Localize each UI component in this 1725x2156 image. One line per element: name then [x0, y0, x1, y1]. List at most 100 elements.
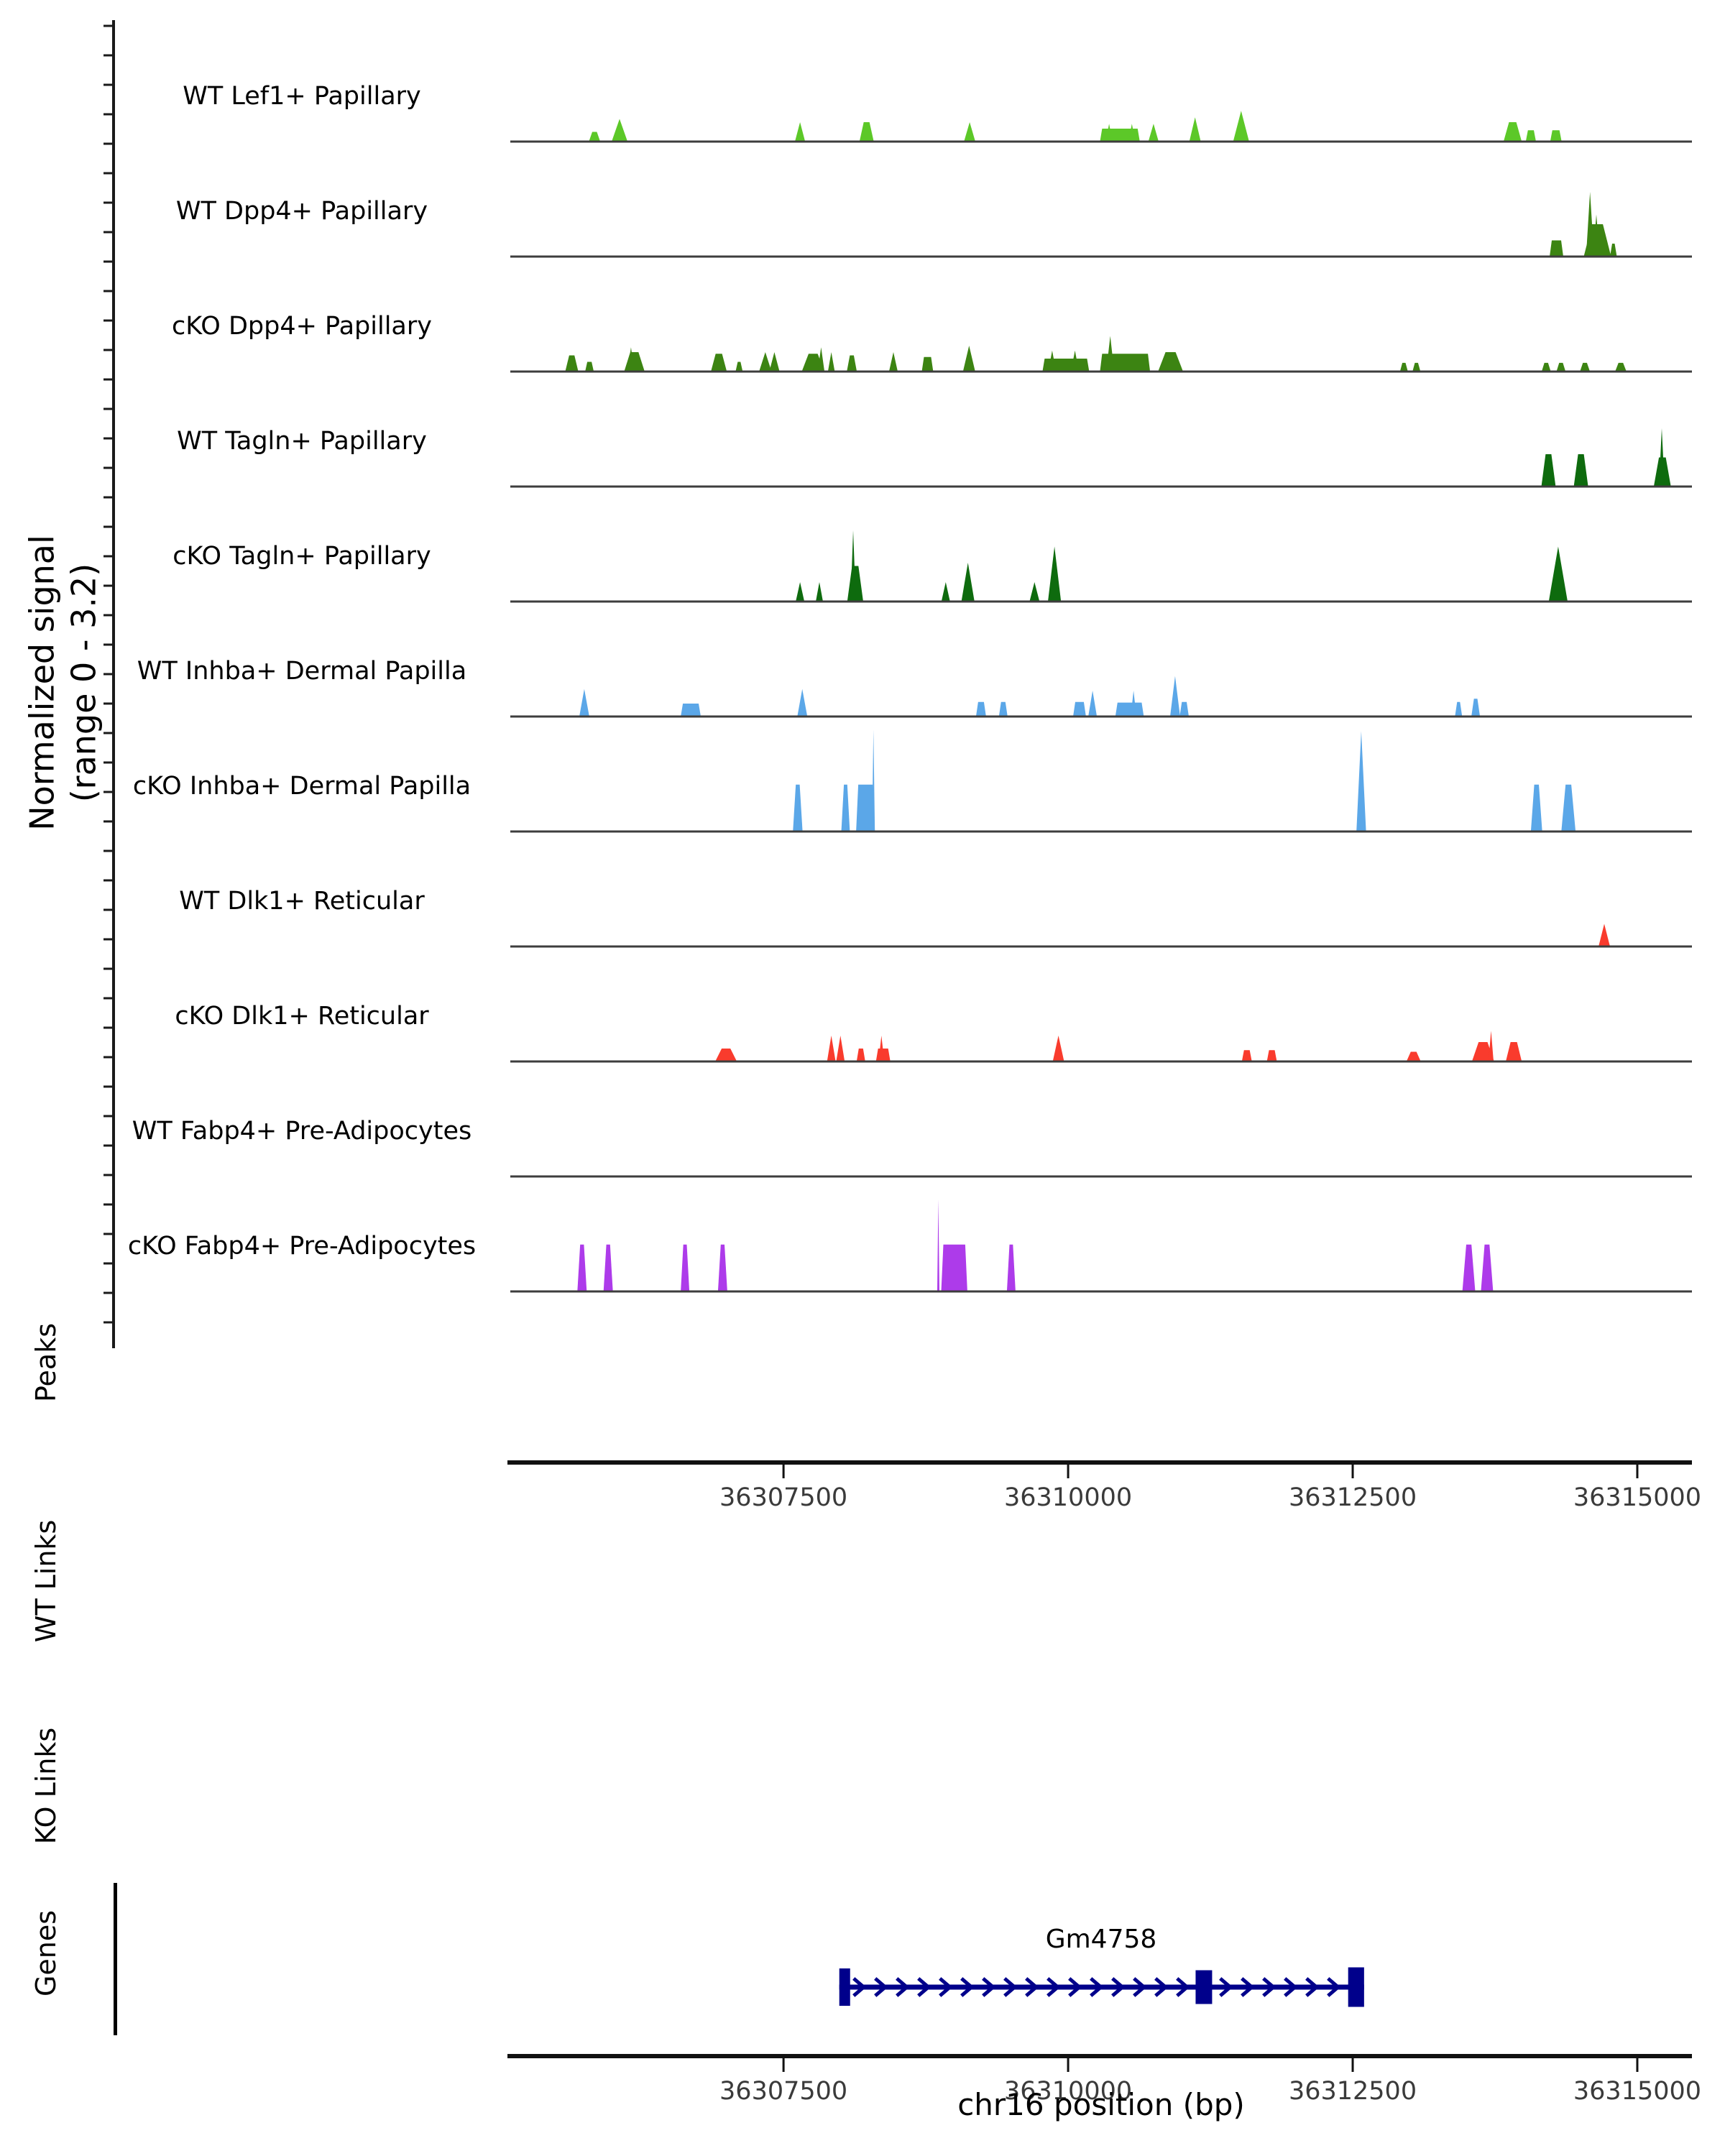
signal-peak [1471, 1042, 1494, 1061]
gene-strand-arrow-icon [1090, 1977, 1104, 1997]
signal-peak [1615, 362, 1627, 372]
x-tick-label: 36312500 [1289, 1483, 1417, 1512]
gene-strand-arrow-icon [1284, 1977, 1298, 1997]
signal-peak [1179, 701, 1189, 717]
signal-peak [1548, 546, 1568, 602]
signal-peak [1610, 244, 1617, 257]
signal-peak [1048, 546, 1062, 602]
signal-peak [827, 1036, 836, 1061]
signal-peak [1088, 691, 1098, 717]
x-axis-title: chr16 position (bp) [957, 2087, 1245, 2122]
signal-peak [681, 1244, 690, 1291]
signal-peak [850, 530, 856, 602]
signal-peak [1406, 1051, 1421, 1061]
gene-strand-arrow-icon [1025, 1977, 1039, 1997]
signal-peak [1105, 124, 1113, 142]
signal-track: WT Inhba+ Dermal Papilla [137, 657, 1692, 718]
signal-peak [872, 729, 875, 831]
gene-strand-arrow-icon [896, 1977, 910, 1997]
signal-track: cKO Tagln+ Papillary [172, 530, 1692, 603]
section-label-ko-links: KO Links [30, 1727, 62, 1845]
signal-peak [1052, 1036, 1064, 1061]
signal-peak [878, 1036, 885, 1061]
gene-exon [1348, 1967, 1364, 2007]
signal-peak [827, 352, 835, 372]
gene-exon [1195, 1970, 1213, 2004]
signal-peak [565, 355, 579, 372]
signal-peak [1550, 130, 1562, 142]
signal-peak [1488, 1031, 1494, 1061]
signal-peak [795, 122, 806, 142]
signal-peak [1541, 362, 1551, 372]
signal-peak [1593, 214, 1600, 257]
signal-peak [759, 352, 772, 372]
track-label: cKO Fabp4+ Pre-Adipocytes [128, 1232, 476, 1261]
signal-track: WT Dpp4+ Papillary [176, 192, 1692, 258]
signal-peak [1506, 1042, 1522, 1061]
signal-peak [1115, 702, 1144, 717]
gene-strand-arrow-icon [1111, 1977, 1126, 1997]
signal-peak [921, 356, 934, 372]
signal-peak [1573, 454, 1588, 487]
signal-peak [888, 352, 898, 372]
gene-exon [839, 1968, 850, 2006]
signal-peak [1525, 130, 1536, 142]
signal-peak [941, 582, 950, 602]
signal-track: cKO Inhba+ Dermal Papilla [133, 729, 1692, 833]
track-label: WT Tagln+ Papillary [177, 427, 427, 456]
gene-strand-arrow-icon [982, 1977, 996, 1997]
signal-peak [856, 784, 875, 831]
section-label-wt-links: WT Links [30, 1519, 62, 1643]
signal-track: WT Fabp4+ Pre-Adipocytes [132, 1117, 1692, 1178]
track-label: WT Dlk1+ Reticular [179, 887, 425, 916]
signal-peak [717, 1244, 727, 1291]
signal-peak [1189, 117, 1201, 142]
x-tick-label: 36310000 [1004, 1483, 1132, 1512]
signal-peak [769, 352, 780, 372]
signal-peak [816, 582, 823, 602]
section-label-genes: Genes [30, 1909, 62, 1997]
signal-track: cKO Dlk1+ Reticular [175, 1002, 1692, 1063]
gene-strand-arrow-icon [917, 1977, 932, 1997]
signal-peak [711, 354, 727, 372]
signal-peak [1580, 362, 1591, 372]
signal-peak [1462, 1244, 1476, 1291]
signal-peak [1471, 699, 1481, 717]
signal-peak [715, 1049, 737, 1061]
signal-peak [1029, 582, 1040, 602]
track-label: cKO Dpp4+ Papillary [172, 312, 432, 341]
track-label: WT Dpp4+ Papillary [176, 197, 428, 226]
signal-peak [1561, 784, 1576, 831]
signal-peak [961, 563, 975, 602]
gene-name-label: Gm4758 [1045, 1925, 1157, 1954]
signal-peak [627, 347, 635, 372]
gene-strand-arrow-icon [1176, 1977, 1190, 1997]
signal-peak [1556, 362, 1566, 372]
track-label: cKO Tagln+ Papillary [172, 542, 431, 571]
gene-strand-arrow-icon [960, 1977, 975, 1997]
x-tick-label: 36307500 [719, 2077, 847, 2106]
track-label: cKO Inhba+ Dermal Papilla [133, 772, 471, 801]
gene-strand-arrow-icon [852, 1977, 867, 1997]
signal-track: WT Dlk1+ Reticular [179, 887, 1692, 948]
signal-peak [579, 688, 589, 717]
signal-peak [1170, 676, 1180, 717]
signal-peak [796, 582, 805, 602]
signal-peak [612, 119, 628, 142]
gene-strand-arrow-icon [1046, 1977, 1061, 1997]
signal-peak [962, 346, 975, 372]
signal-peak [937, 1199, 939, 1291]
signal-peak [1106, 336, 1115, 372]
signal-peak [1659, 428, 1665, 487]
gene-strand-arrow-icon [1219, 1977, 1233, 1997]
signal-peak [1481, 1244, 1494, 1291]
gene-strand-arrow-icon [1133, 1977, 1147, 1997]
signal-peak [735, 361, 743, 372]
signal-peak [847, 355, 857, 372]
signal-peak [817, 347, 825, 372]
signal-peak [577, 1244, 587, 1291]
signal-peak [1073, 701, 1086, 717]
x-tick-label: 36315000 [1573, 2077, 1701, 2106]
signal-peak [681, 704, 701, 717]
signal-peak [1356, 731, 1366, 831]
